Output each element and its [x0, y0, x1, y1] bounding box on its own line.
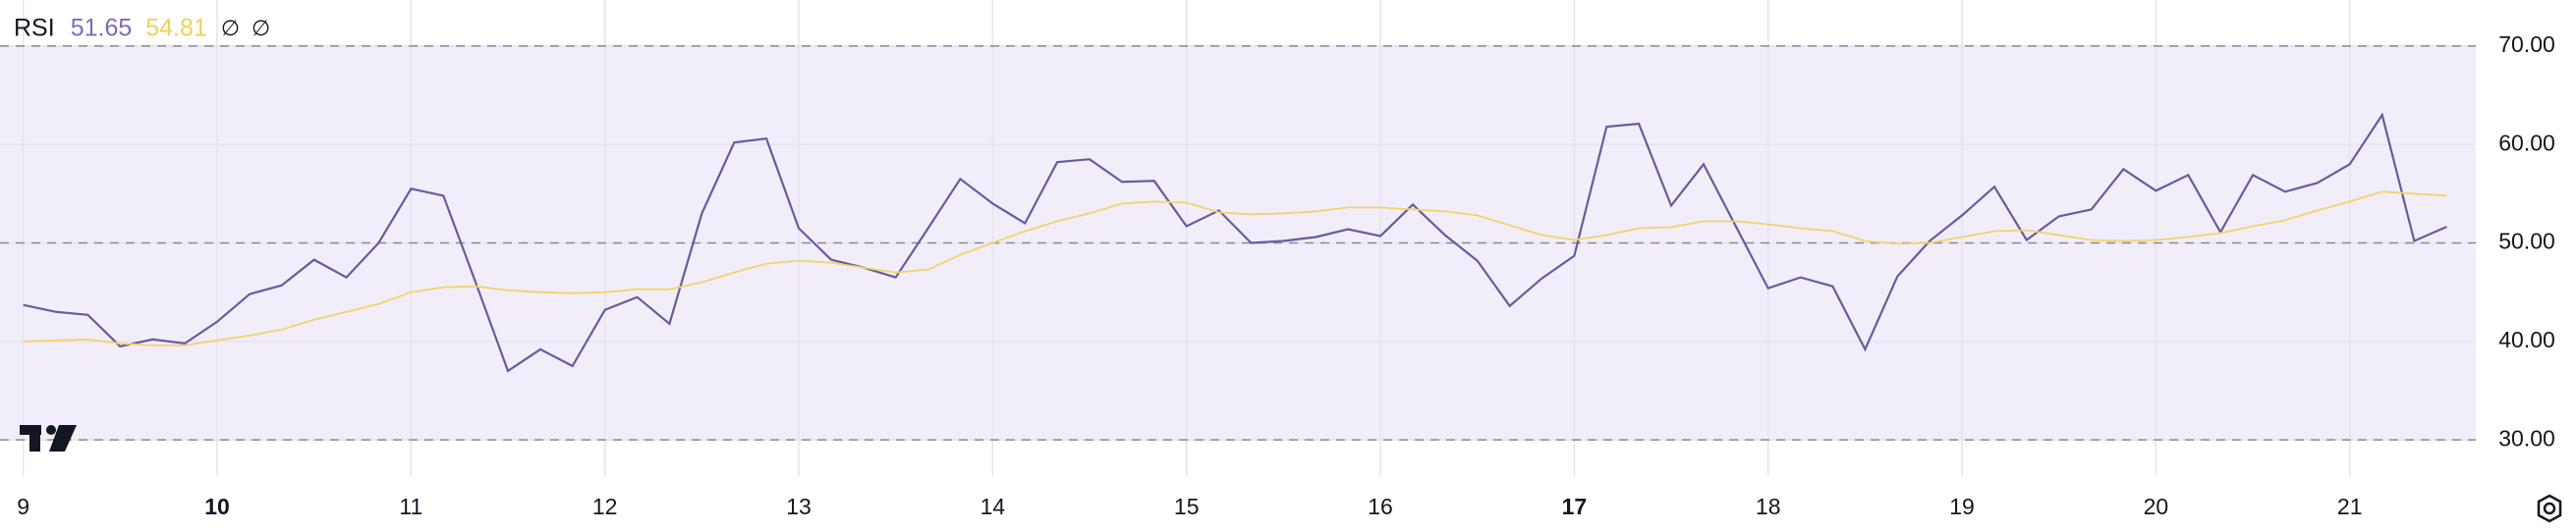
y-tick-label: 40.00 — [2498, 327, 2555, 352]
data-layer — [23, 112, 2447, 373]
legend-value: 54.81 — [145, 15, 207, 42]
legend-symbol: ∅ — [221, 16, 240, 40]
series-line — [23, 190, 2447, 346]
settings-dot[interactable] — [2543, 502, 2556, 515]
y-tick-label: 60.00 — [2498, 130, 2555, 155]
logo-part — [29, 425, 40, 452]
settings-hex[interactable] — [2537, 494, 2562, 523]
legend-value: 51.65 — [71, 15, 133, 42]
x-tick-label: 17 — [1562, 494, 1588, 519]
x-tick-label: 11 — [399, 494, 422, 519]
x-tick-label: 13 — [786, 494, 812, 519]
logo-part — [46, 425, 56, 435]
x-tick-label: 19 — [1949, 494, 1975, 519]
tradingview-logo — [20, 425, 77, 452]
logo-part — [49, 425, 77, 452]
x-tick-label: 10 — [204, 494, 230, 519]
label-layer: RSI 9 10 11 12 13 14 15 16 17 18 19 20 21 30.00 40.00 5… — [14, 15, 2555, 519]
x-tick-label: 15 — [1174, 494, 1200, 519]
x-tick-label: 18 — [1756, 494, 1781, 519]
x-tick-label: 9 — [17, 494, 29, 519]
settings-icon[interactable] — [2537, 494, 2562, 523]
y-tick-label: 50.00 — [2498, 229, 2555, 254]
legend-symbol: ∅ — [252, 16, 270, 40]
y-tick-label: 30.00 — [2498, 425, 2555, 451]
y-tick-label: 70.00 — [2498, 31, 2555, 57]
indicator-name: RSI — [14, 15, 55, 42]
x-tick-label: 20 — [2144, 494, 2169, 519]
x-tick-label: 16 — [1368, 494, 1393, 519]
x-tick-label: 14 — [980, 494, 1006, 519]
series-line — [23, 112, 2447, 373]
x-tick-label: 21 — [2337, 494, 2363, 519]
background-layer — [0, 0, 2476, 476]
x-tick-label: 12 — [592, 494, 618, 519]
